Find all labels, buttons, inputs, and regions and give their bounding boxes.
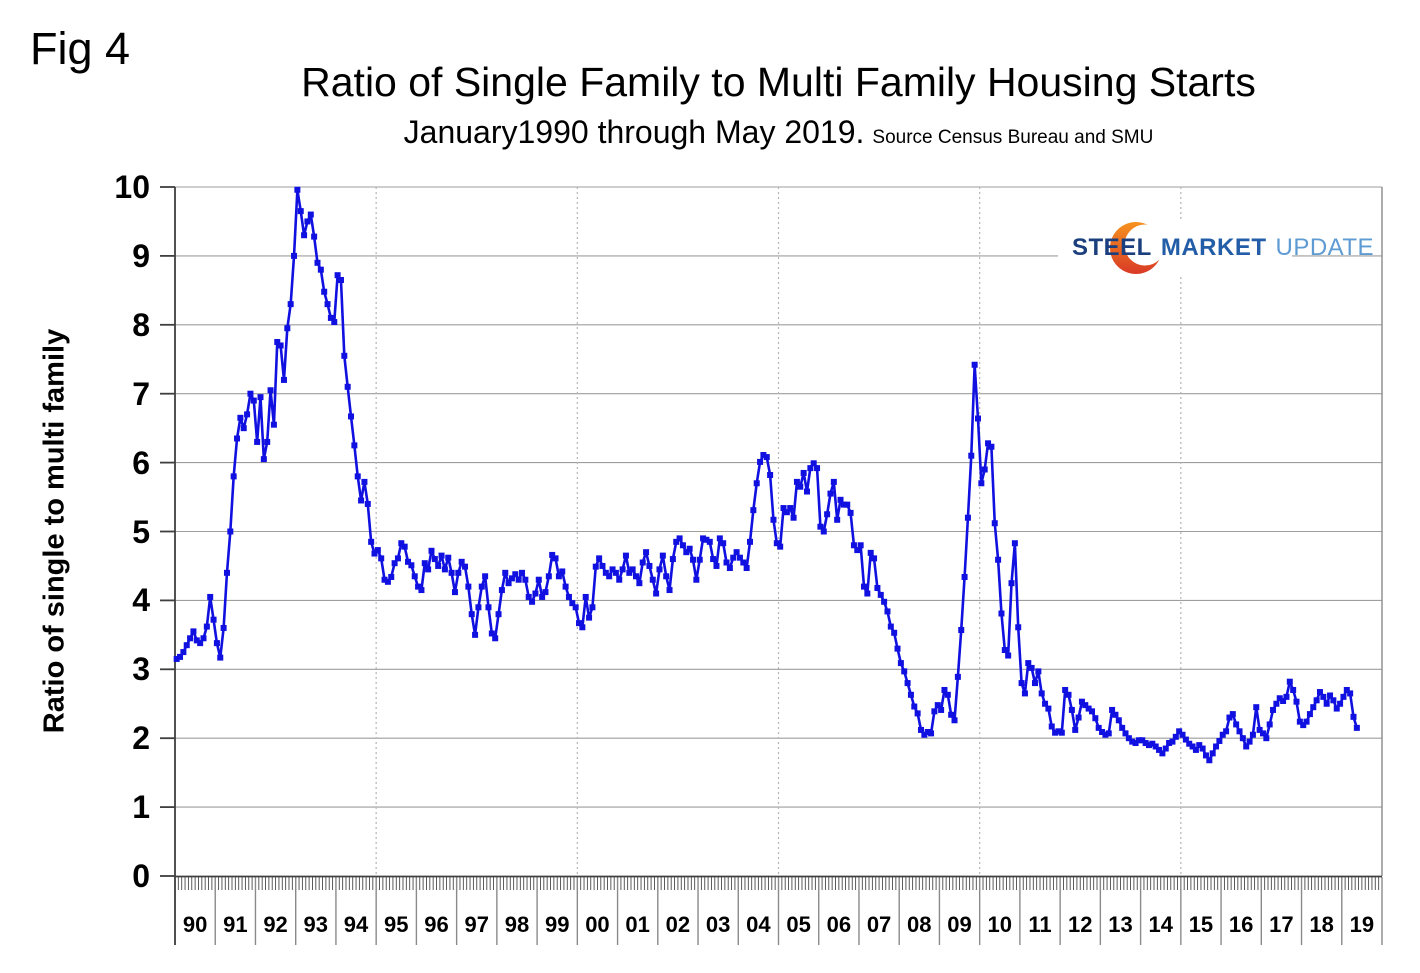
y-tick-label: 6 xyxy=(132,444,150,481)
x-year-label: 06 xyxy=(826,912,852,937)
chart-subtitle: January1990 through May 2019. Source Cens… xyxy=(175,114,1382,151)
y-tick-label: 8 xyxy=(132,306,150,343)
logo-text: STEEL MARKET UPDATE xyxy=(1058,221,1374,275)
y-tick-label: 5 xyxy=(132,513,150,550)
source-note: Source Census Bureau and SMU xyxy=(872,127,1154,149)
x-year-label: 12 xyxy=(1067,912,1093,937)
x-year-label: 03 xyxy=(705,912,731,937)
x-year-label: 08 xyxy=(907,912,932,937)
x-year-label: 15 xyxy=(1188,912,1214,937)
x-year-label: 98 xyxy=(504,912,530,937)
x-year-label: 02 xyxy=(665,912,691,937)
x-year-label: 94 xyxy=(343,912,369,937)
x-year-label: 14 xyxy=(1148,912,1173,937)
x-year-label: 10 xyxy=(987,912,1012,937)
y-tick-label: 4 xyxy=(132,582,150,619)
data-line xyxy=(175,188,1359,762)
y-tick-label: 3 xyxy=(132,651,150,688)
x-year-label: 18 xyxy=(1309,912,1334,937)
data-point-markers xyxy=(173,186,1360,764)
figure-number: Fig 4 xyxy=(30,23,131,74)
x-year-label: 07 xyxy=(866,912,892,937)
x-year-label: 17 xyxy=(1269,912,1294,937)
title-block: Ratio of Single Family to Multi Family H… xyxy=(175,59,1382,151)
x-year-label: 09 xyxy=(947,912,972,937)
x-year-label: 91 xyxy=(223,912,248,937)
y-tick-label: 10 xyxy=(114,169,150,205)
x-year-label: 19 xyxy=(1349,912,1375,937)
y-tick-label: 1 xyxy=(132,789,150,826)
steel-market-update-logo: STEEL MARKET UPDATE xyxy=(1058,221,1374,275)
y-tick-label: 0 xyxy=(132,858,150,894)
chart-subtitle-text: January1990 through May 2019. xyxy=(403,114,865,151)
y-tick-label: 7 xyxy=(132,375,150,412)
x-year-label: 13 xyxy=(1108,912,1133,937)
y-tick-label: 2 xyxy=(132,720,150,757)
x-year-label: 96 xyxy=(424,912,449,937)
x-year-label: 16 xyxy=(1228,912,1254,937)
logo-word-market: MARKET xyxy=(1160,234,1267,261)
logo-crescent-icon xyxy=(1110,222,1166,274)
x-year-label: 99 xyxy=(544,912,570,937)
chart-title: Ratio of Single Family to Multi Family H… xyxy=(301,59,1256,105)
logo-word-update: UPDATE xyxy=(1275,234,1375,261)
x-year-label: 92 xyxy=(263,912,288,937)
x-year-label: 00 xyxy=(585,912,610,937)
x-year-label: 97 xyxy=(464,912,489,937)
x-year-label: 04 xyxy=(746,912,771,937)
logo-word-steel: STEEL xyxy=(1072,234,1152,261)
y-tick-label: 9 xyxy=(132,237,150,274)
x-year-label: 90 xyxy=(182,912,208,937)
x-year-label: 93 xyxy=(303,912,329,937)
x-year-label: 01 xyxy=(625,912,650,937)
x-year-label: 05 xyxy=(786,912,811,937)
x-year-label: 11 xyxy=(1028,912,1052,937)
x-year-label: 95 xyxy=(384,912,409,937)
